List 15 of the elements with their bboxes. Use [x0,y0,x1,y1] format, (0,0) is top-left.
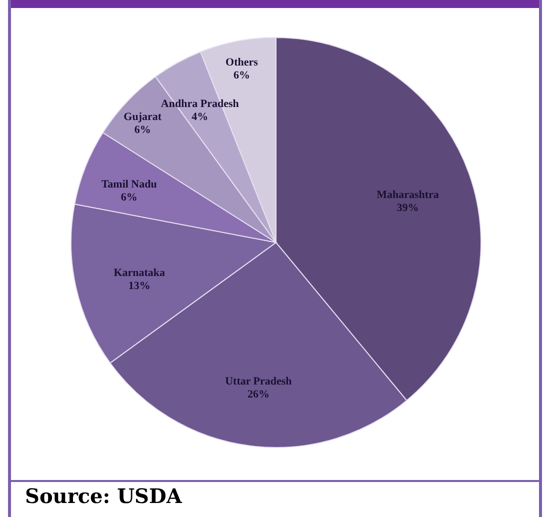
slice-label: Uttar Pradesh [225,375,292,388]
data-label: 39% [396,202,419,214]
slice-label: Maharashtra [376,189,440,202]
source-note: Source: USDA [25,484,182,508]
slice-label: Karnataka [114,267,166,280]
slice-label: Tamil Nadu [101,178,157,190]
data-label: 6% [120,191,138,204]
data-label: 13% [128,280,150,292]
slice-label: Andhra Pradesh [160,98,239,110]
data-label: 6% [233,70,250,82]
slice-label: Gujarat [124,111,162,124]
data-label: 4% [192,111,208,124]
data-label: 26% [247,388,270,400]
data-label: 6% [134,124,151,136]
slice-label: Others [226,56,259,69]
